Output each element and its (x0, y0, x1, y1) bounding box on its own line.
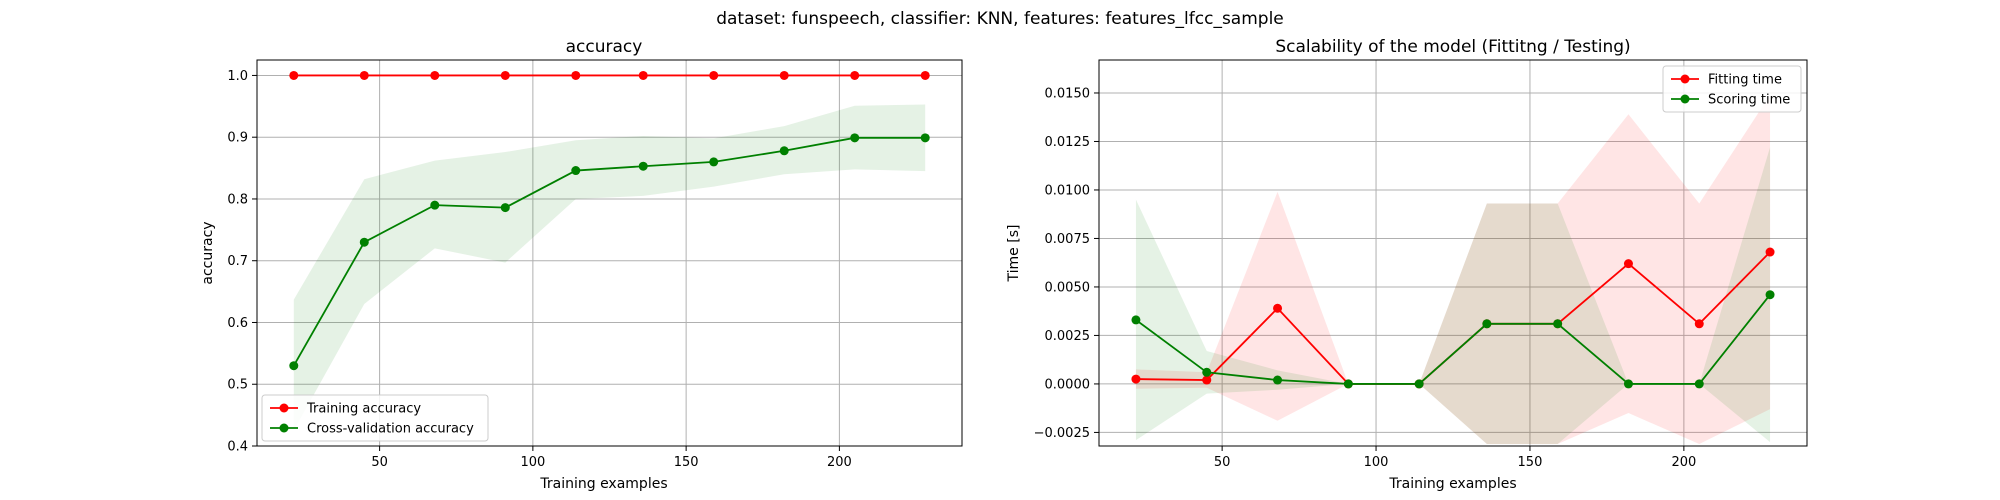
data-point (709, 70, 719, 80)
y-tick-label: 0.0025 (1045, 329, 1091, 344)
data-point (1343, 379, 1353, 389)
y-axis-label: accuracy (200, 221, 216, 284)
series-line (1135, 294, 1771, 385)
y-tick-label: 0.0050 (1045, 280, 1091, 295)
y-tick-label: 0.7 (227, 254, 248, 269)
y-tick-label: 0.0150 (1045, 86, 1091, 101)
y-tick-label: 0.0000 (1045, 377, 1091, 392)
scalability-chart: Scalability of the model (Fittitng / Tes… (1006, 37, 1808, 492)
data-point (359, 70, 369, 80)
legend-entry: Scoring time (1708, 93, 1790, 108)
x-tick-label: 150 (1518, 455, 1543, 470)
series-line (293, 136, 926, 367)
y-tick-label: 0.9 (227, 131, 248, 146)
data-point (571, 166, 581, 176)
data-point (850, 133, 860, 143)
y-tick-label: 0.5 (227, 378, 248, 393)
legend-swatch-marker (1680, 94, 1690, 104)
data-point (571, 70, 581, 80)
data-point (779, 70, 789, 80)
data-point (1414, 379, 1424, 389)
data-point (638, 70, 648, 80)
y-tick-label: −0.0025 (1034, 426, 1090, 441)
figure-suptitle: dataset: funspeech, classifier: KNN, fea… (716, 9, 1284, 29)
data-point (500, 203, 510, 213)
x-tick-label: 150 (674, 455, 699, 470)
x-tick-label: 50 (371, 455, 388, 470)
data-point (1765, 247, 1775, 257)
legend-entry: Fitting time (1708, 73, 1782, 88)
x-tick-label: 100 (1364, 455, 1389, 470)
data-point (638, 161, 648, 171)
data-point (1765, 290, 1775, 300)
y-tick-label: 0.0125 (1045, 135, 1091, 150)
data-point (1694, 319, 1704, 329)
legend-entry: Training accuracy (306, 402, 421, 417)
chart-title: accuracy (566, 37, 643, 57)
legend-swatch-marker (279, 423, 289, 433)
data-point (1623, 379, 1633, 389)
y-tick-label: 1.0 (227, 69, 248, 84)
y-tick-label: 0.4 (227, 440, 248, 455)
data-point (289, 70, 299, 80)
x-axis-label: Training examples (539, 476, 667, 492)
x-tick-label: 50 (1214, 455, 1231, 470)
data-point (289, 361, 299, 371)
y-tick-label: 0.8 (227, 192, 248, 207)
data-point (1482, 319, 1492, 329)
data-point (1273, 303, 1283, 313)
data-point (430, 200, 440, 210)
data-point (779, 146, 789, 156)
data-point (1553, 319, 1563, 329)
data-point (709, 157, 719, 167)
data-point (500, 70, 510, 80)
data-point (1202, 375, 1212, 385)
axes-frame (1098, 59, 1808, 447)
data-point (920, 70, 930, 80)
legend-box (1662, 65, 1802, 113)
data-point (1623, 259, 1633, 269)
data-point (920, 133, 930, 143)
chart-title: Scalability of the model (Fittitng / Tes… (1275, 37, 1630, 57)
data-point (1694, 379, 1704, 389)
y-axis-label: Time [s] (1006, 225, 1022, 283)
x-tick-label: 200 (1671, 455, 1696, 470)
std-band (293, 104, 926, 431)
axes-frame (256, 59, 963, 447)
legend-box (261, 394, 489, 442)
x-tick-label: 100 (520, 455, 545, 470)
data-point (850, 70, 860, 80)
x-tick-label: 200 (827, 455, 852, 470)
y-tick-label: 0.0100 (1045, 183, 1091, 198)
data-point (1202, 367, 1212, 377)
y-tick-label: 0.6 (227, 316, 248, 331)
y-tick-label: 0.0075 (1045, 232, 1091, 247)
data-point (1131, 374, 1141, 384)
x-axis-label: Training examples (1388, 476, 1516, 492)
legend: Fitting time Scoring time (1662, 65, 1802, 113)
data-point (430, 70, 440, 80)
legend-swatch-marker (279, 403, 289, 413)
data-point (1131, 315, 1141, 325)
legend: Training accuracy Cross-validation accura… (261, 394, 489, 442)
data-point (1273, 375, 1283, 385)
accuracy-chart: accuracy Training examples accuracy 50 10… (200, 37, 963, 492)
legend-swatch-marker (1680, 74, 1690, 84)
std-band (1135, 94, 1771, 445)
data-point (359, 237, 369, 247)
legend-entry: Cross-validation accuracy (307, 422, 474, 437)
